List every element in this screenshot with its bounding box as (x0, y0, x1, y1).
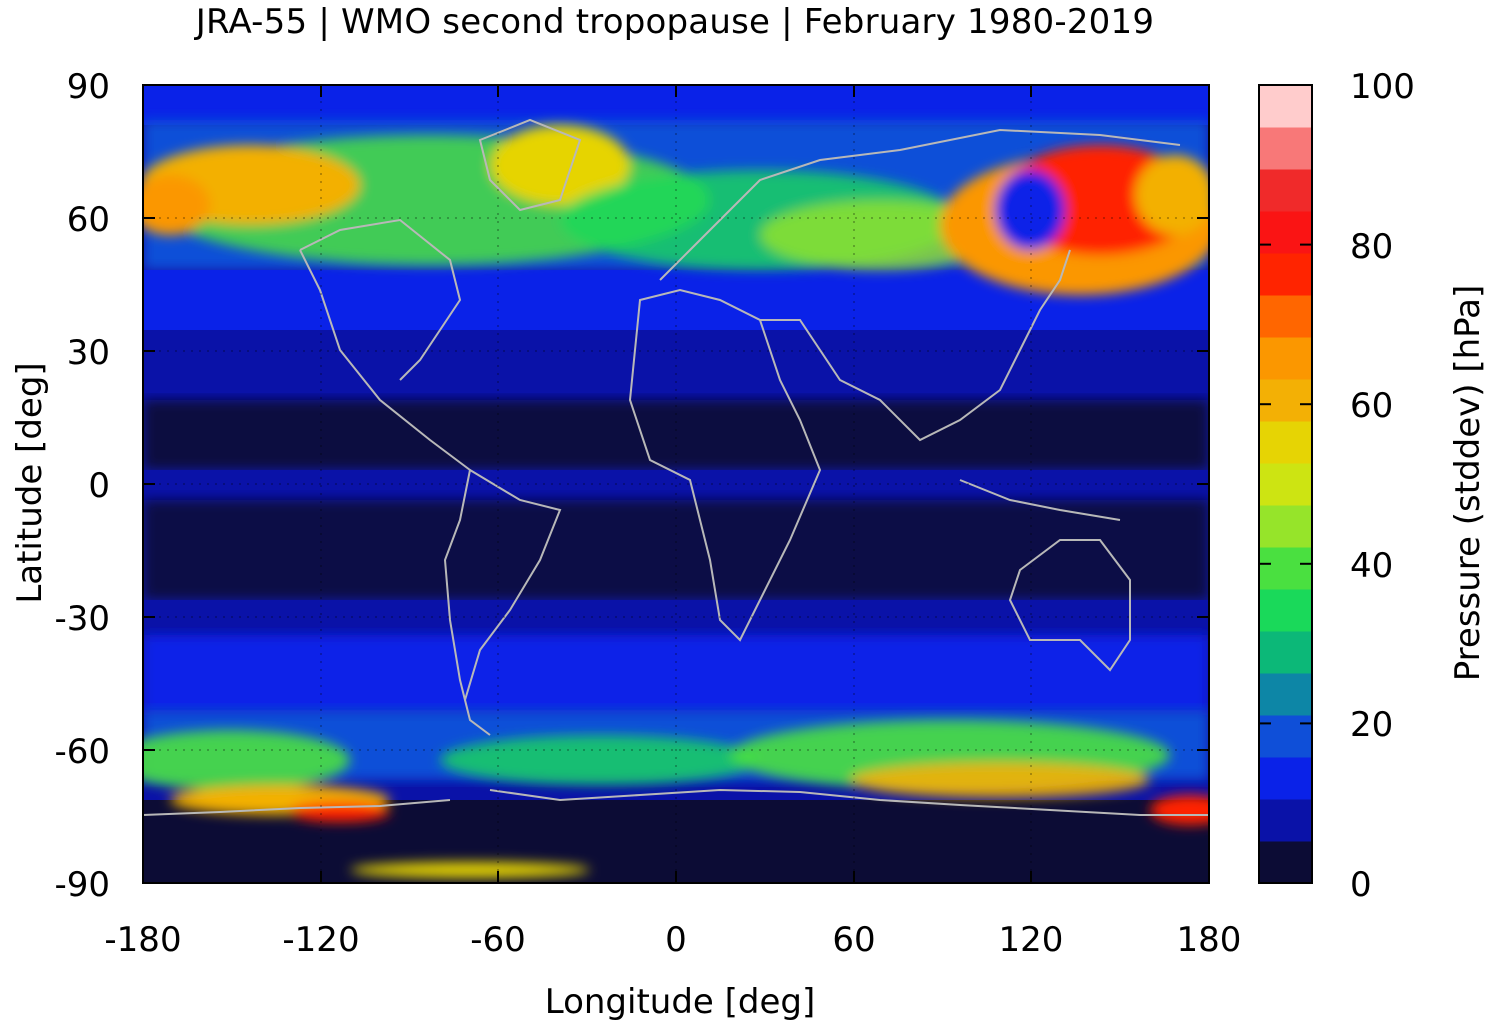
y-tick-label: -90 (54, 865, 110, 905)
colorbar-segment (1259, 715, 1312, 758)
colorbar-segment (1259, 421, 1312, 464)
pressure-field (143, 85, 1209, 883)
x-tick-label: 60 (832, 920, 876, 960)
y-tick-label: 90 (66, 67, 110, 107)
colorbar-segment (1259, 295, 1312, 338)
x-tick-label: -120 (282, 920, 360, 960)
colorbar-segment (1259, 169, 1312, 212)
y-axis-title: Latitude [deg] (10, 362, 50, 604)
colorbar-frame (1258, 84, 1313, 884)
x-tick-label: 0 (665, 920, 687, 960)
colorbar-tick-label: 40 (1350, 546, 1394, 586)
axis-ticks (143, 85, 1209, 883)
y-tick-label: -60 (54, 732, 110, 772)
colorbar-segment (1259, 211, 1312, 254)
colorbar-segment (1259, 841, 1312, 884)
colorbar-tick-label: 60 (1350, 386, 1394, 426)
x-tick-label: -60 (470, 920, 526, 960)
colorbar-segment (1259, 631, 1312, 674)
colorbar-tick-label: 0 (1350, 865, 1372, 905)
colorbar-segment (1259, 547, 1312, 590)
y-tick-label: -30 (54, 599, 110, 639)
coastlines (143, 118, 1209, 816)
x-tick-label: -180 (104, 920, 182, 960)
colorbar-segment (1259, 757, 1312, 800)
colorbar-segment (1259, 337, 1312, 380)
colorbar-segment (1259, 253, 1312, 296)
colorbar-title: Pressure (stddev) [hPa] (1448, 284, 1488, 682)
colorbar-segment (1259, 505, 1312, 548)
colorbar-tick-label: 80 (1350, 227, 1394, 267)
x-tick-label: 180 (1176, 920, 1242, 960)
colorbar-segment (1259, 799, 1312, 842)
x-tick-label: 120 (998, 920, 1064, 960)
colorbar-segment (1259, 463, 1312, 506)
colorbar-segment (1259, 673, 1312, 716)
colorbar-segment (1259, 589, 1312, 632)
colorbar-tick-label: 100 (1350, 67, 1415, 107)
colorbar-segment (1259, 85, 1312, 128)
x-axis-title: Longitude [deg] (544, 982, 816, 1022)
chart-title: JRA-55 | WMO second tropopause | Februar… (195, 2, 1155, 42)
y-tick-label: 30 (66, 333, 110, 373)
y-tick-label: 0 (88, 466, 110, 506)
colorbar-segment (1259, 379, 1312, 422)
colorbar-segment (1259, 127, 1312, 170)
colorbar-tick-label: 20 (1350, 705, 1394, 745)
y-tick-label: 60 (66, 200, 110, 240)
colorbar (1259, 84, 1312, 884)
grid (143, 85, 1209, 883)
